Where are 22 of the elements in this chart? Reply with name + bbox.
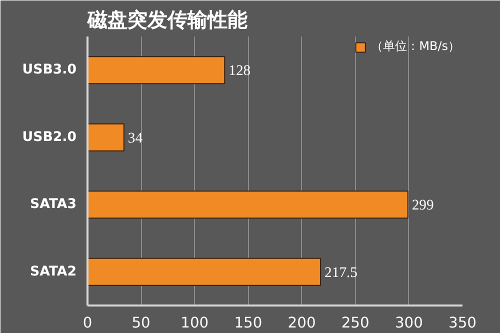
data-label: 128	[228, 63, 251, 80]
x-tick-label: 100	[180, 314, 209, 332]
y-tick-label: USB3.0	[22, 62, 77, 78]
bar	[88, 258, 322, 286]
chart-title: 磁盘突发传输性能	[86, 8, 248, 32]
x-tick-label: 150	[234, 314, 262, 332]
data-label: 34	[128, 130, 144, 146]
x-tick-label: 200	[288, 314, 316, 332]
bar	[88, 56, 226, 84]
data-label: 299	[412, 198, 434, 214]
x-tick-label: 350	[448, 314, 476, 332]
x-tick-label: 0	[82, 314, 92, 332]
x-tick-label: 300	[394, 314, 423, 332]
legend-label: （单位：MB/s）	[371, 38, 460, 55]
y-tick-label: USB2.0	[22, 130, 77, 145]
bar	[88, 123, 124, 152]
y-tick-label: SATA3	[30, 197, 77, 212]
bar	[88, 190, 408, 219]
data-label: 217.5	[324, 264, 358, 281]
x-tick-label: 250	[341, 314, 370, 332]
y-tick-label: SATA2	[30, 264, 77, 280]
x-tick-label: 50	[132, 314, 150, 332]
